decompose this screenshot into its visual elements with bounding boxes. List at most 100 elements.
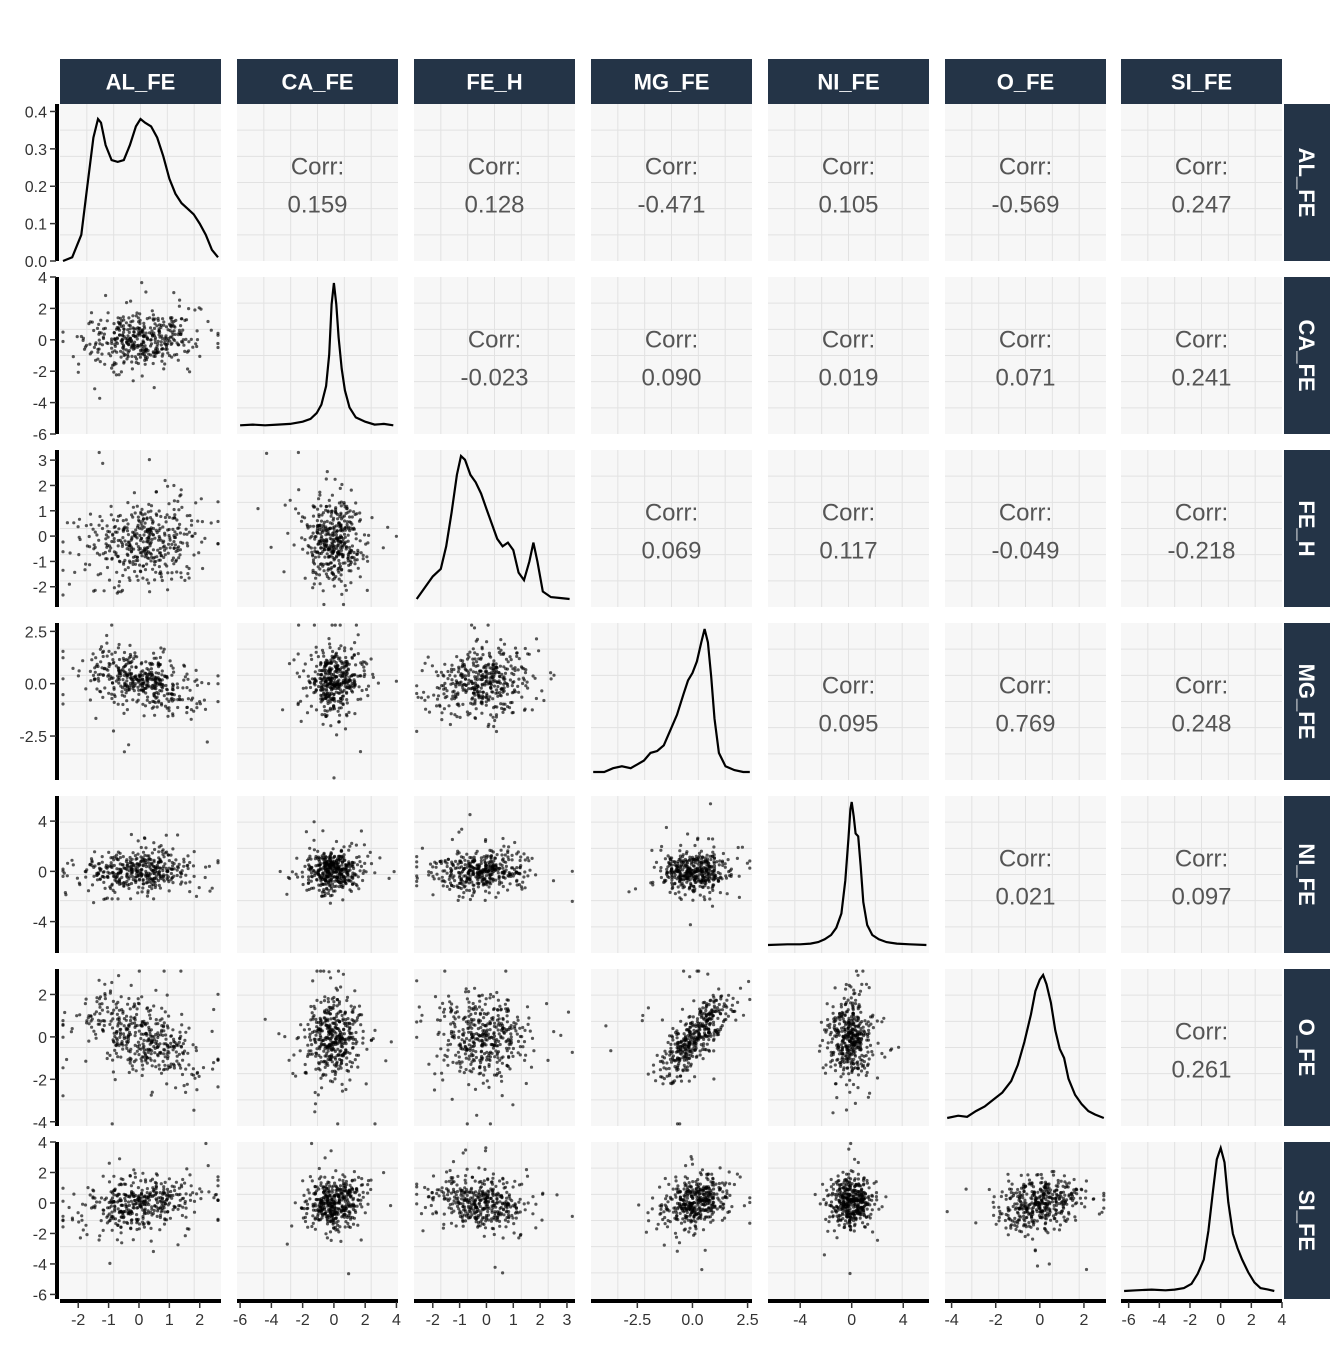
scatter-point xyxy=(475,660,478,663)
scatter-point xyxy=(89,523,92,526)
scatter-point xyxy=(492,663,495,666)
scatter-point xyxy=(155,684,158,687)
scatter-point xyxy=(297,512,300,515)
scatter-point xyxy=(490,690,493,693)
scatter-point xyxy=(476,638,479,641)
scatter-point xyxy=(393,870,396,873)
scatter-point xyxy=(716,877,719,880)
scatter-point xyxy=(139,512,142,515)
scatter-point xyxy=(127,743,130,746)
scatter-point xyxy=(143,854,146,857)
scatter-point xyxy=(99,319,102,322)
scatter-point xyxy=(107,311,110,314)
scatter-point xyxy=(515,655,518,658)
scatter-point xyxy=(291,870,294,873)
scatter-point xyxy=(102,673,105,676)
scatter-point xyxy=(660,876,663,879)
scatter-point xyxy=(488,652,491,655)
row-header-label: FE_H xyxy=(1294,500,1319,556)
scatter-point xyxy=(340,573,343,576)
scatter-point xyxy=(347,527,350,530)
scatter-point xyxy=(162,320,165,323)
scatter-point xyxy=(127,997,130,1000)
scatter-point xyxy=(61,593,64,596)
scatter-point xyxy=(333,855,336,858)
scatter-point xyxy=(134,535,137,538)
scatter-point xyxy=(94,1033,97,1036)
scatter-point xyxy=(480,859,483,862)
scatter-point xyxy=(170,872,173,875)
scatter-point xyxy=(179,541,182,544)
scatter-point xyxy=(501,711,504,714)
scatter-point xyxy=(465,853,468,856)
scatter-point xyxy=(145,865,148,868)
scatter-point xyxy=(520,696,523,699)
scatter-point xyxy=(329,534,332,537)
scatter-point xyxy=(282,570,285,573)
panel-ca_fe-ni_fe: Corr:0.019 xyxy=(768,277,929,434)
scatter-point xyxy=(737,846,740,849)
scatter-point xyxy=(131,684,134,687)
scatter-point xyxy=(442,884,445,887)
scatter-point xyxy=(115,571,118,574)
scatter-point xyxy=(319,542,322,545)
scatter-point xyxy=(69,551,72,554)
scatter-point xyxy=(488,862,491,865)
scatter-point xyxy=(357,567,360,570)
scatter-point xyxy=(446,677,449,680)
panel-ni_fe-ca_fe xyxy=(237,796,398,953)
panel-ni_fe-mg_fe xyxy=(591,796,752,953)
scatter-point xyxy=(103,686,106,689)
scatter-point xyxy=(340,855,343,858)
scatter-point xyxy=(322,723,325,726)
scatter-point xyxy=(660,845,663,848)
scatter-point xyxy=(96,351,99,354)
scatter-point xyxy=(500,707,503,710)
scatter-point xyxy=(138,878,141,881)
scatter-point xyxy=(166,715,169,718)
scatter-point xyxy=(347,849,350,852)
scatter-point xyxy=(135,361,138,364)
scatter-point xyxy=(72,355,75,358)
scatter-point xyxy=(125,1015,128,1018)
scatter-point xyxy=(157,699,160,702)
scatter-point xyxy=(371,673,374,676)
scatter-point xyxy=(314,690,317,693)
scatter-point xyxy=(690,884,693,887)
scatter-point xyxy=(187,340,190,343)
scatter-point xyxy=(373,871,376,874)
corr-label: Corr: xyxy=(822,673,875,700)
scatter-point xyxy=(134,866,137,869)
scatter-point xyxy=(339,524,342,527)
scatter-point xyxy=(331,578,334,581)
scatter-point xyxy=(119,317,122,320)
scatter-point xyxy=(460,828,463,831)
scatter-point xyxy=(485,675,488,678)
scatter-point xyxy=(150,504,153,507)
scatter-point xyxy=(320,520,323,523)
scatter-point xyxy=(506,693,509,696)
scatter-point xyxy=(335,683,338,686)
scatter-point xyxy=(344,536,347,539)
scatter-point xyxy=(316,519,319,522)
scatter-point xyxy=(691,858,694,861)
scatter-point xyxy=(111,1017,114,1020)
scatter-point xyxy=(483,682,486,685)
scatter-point xyxy=(131,516,134,519)
scatter-point xyxy=(137,320,140,323)
scatter-point xyxy=(312,532,315,535)
scatter-point xyxy=(171,528,174,531)
corr-label: Corr: xyxy=(1175,846,1228,873)
panel-fe_h-si_fe: Corr:-0.218 xyxy=(1121,450,1282,607)
scatter-point xyxy=(332,533,335,536)
scatter-point xyxy=(361,689,364,692)
scatter-point xyxy=(309,867,312,870)
scatter-point xyxy=(331,707,334,710)
scatter-point xyxy=(143,335,146,338)
scatter-point xyxy=(178,1031,181,1034)
scatter-point xyxy=(98,1006,101,1009)
scatter-point xyxy=(313,869,316,872)
scatter-point xyxy=(284,504,287,507)
scatter-point xyxy=(359,869,362,872)
scatter-point xyxy=(325,714,328,717)
